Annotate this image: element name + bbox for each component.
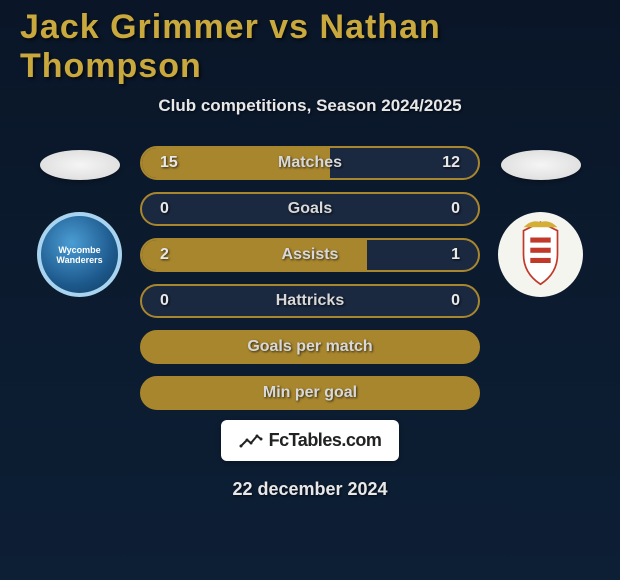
stat-right-value: 1	[451, 246, 460, 264]
stat-left-value: 0	[160, 200, 169, 218]
chart-icon	[239, 432, 263, 450]
stat-left-value: 15	[160, 154, 178, 172]
stat-label: Goals	[288, 200, 332, 218]
stat-row-min-per-goal: Min per goal	[140, 376, 480, 410]
player-right-column	[498, 146, 583, 297]
stat-label: Goals per match	[247, 338, 372, 356]
stat-row-hattricks: 0 Hattricks 0	[140, 284, 480, 318]
player-right-flag	[501, 150, 581, 180]
stat-left-value: 0	[160, 292, 169, 310]
stat-label: Matches	[278, 154, 342, 172]
stat-row-assists: 2 Assists 1	[140, 238, 480, 272]
comparison-subtitle: Club competitions, Season 2024/2025	[158, 96, 461, 116]
stat-label: Assists	[282, 246, 339, 264]
player-left-club-badge: Wycombe Wanderers	[37, 212, 122, 297]
brand-text: FcTables.com	[269, 430, 382, 451]
brand-badge[interactable]: FcTables.com	[221, 420, 400, 461]
crest-icon	[498, 212, 583, 297]
stat-label: Hattricks	[276, 292, 344, 310]
player-left-club-name: Wycombe Wanderers	[41, 245, 118, 265]
stat-right-value: 12	[442, 154, 460, 172]
stat-right-value: 0	[451, 200, 460, 218]
comparison-title: Jack Grimmer vs Nathan Thompson	[20, 8, 600, 86]
stat-label: Min per goal	[263, 384, 357, 402]
stat-row-matches: 15 Matches 12	[140, 146, 480, 180]
stat-left-value: 2	[160, 246, 169, 264]
stat-right-value: 0	[451, 292, 460, 310]
player-right-club-badge	[498, 212, 583, 297]
stat-row-goals-per-match: Goals per match	[140, 330, 480, 364]
stat-row-goals: 0 Goals 0	[140, 192, 480, 226]
player-left-column: Wycombe Wanderers	[37, 146, 122, 297]
player-left-flag	[40, 150, 120, 180]
stats-column: 15 Matches 12 0 Goals 0 2 Assists 1 0 Ha…	[140, 146, 480, 410]
snapshot-date: 22 december 2024	[232, 479, 387, 500]
